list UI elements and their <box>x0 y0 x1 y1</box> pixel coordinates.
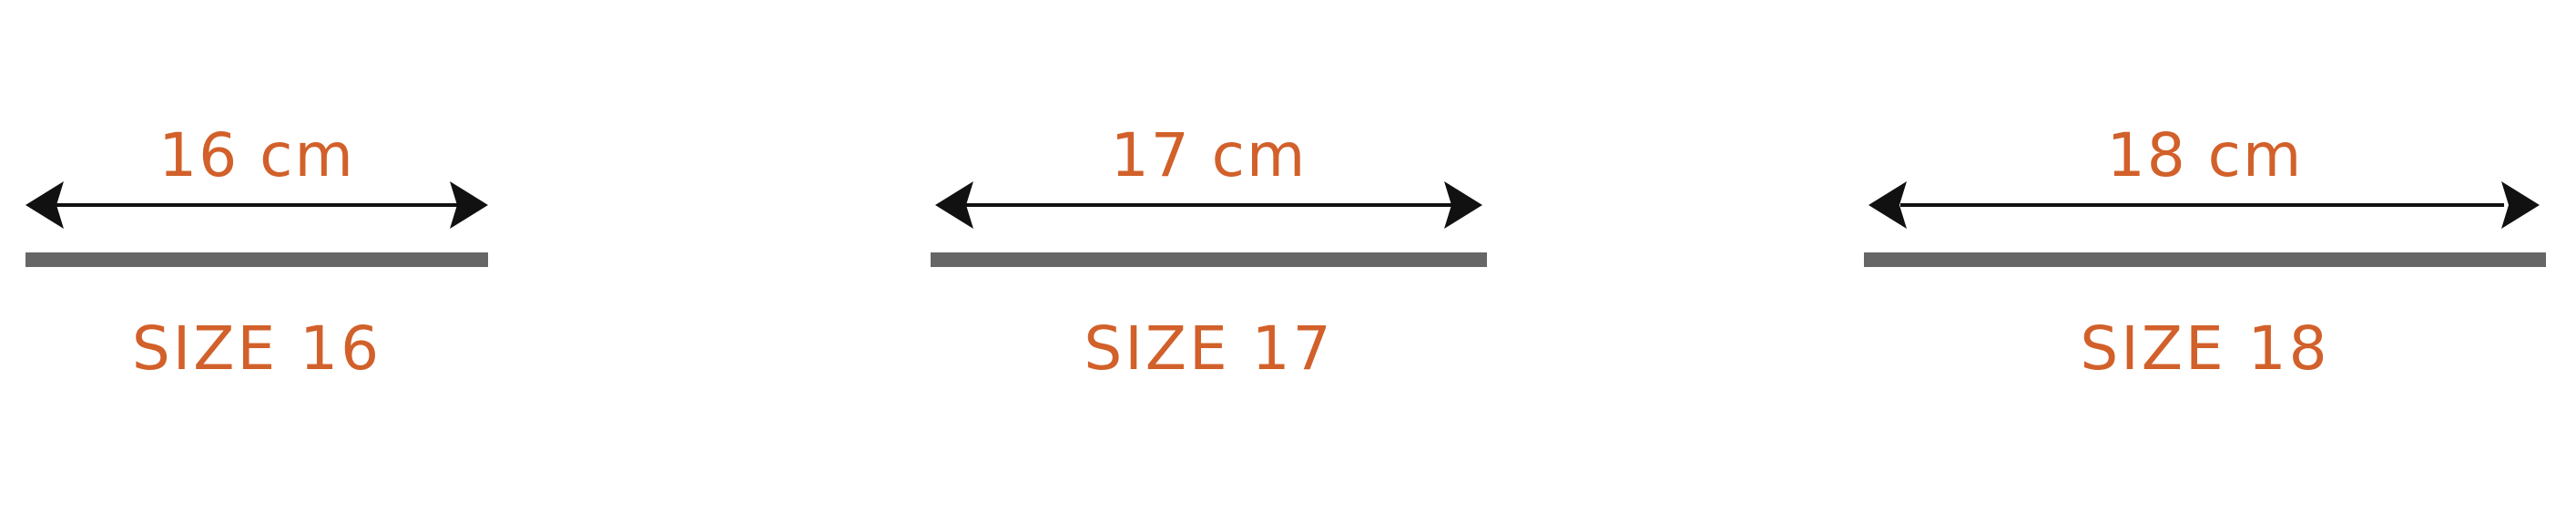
measurement-label: 18 cm <box>2106 120 2304 190</box>
size-17-group: 17 cm SIZE 17 <box>931 0 1487 524</box>
measurement-label: 16 cm <box>158 120 355 190</box>
size-label: SIZE 18 <box>2080 313 2330 384</box>
double-arrow-icon <box>25 181 488 229</box>
size-label: SIZE 16 <box>131 313 382 384</box>
length-bar <box>931 252 1487 267</box>
length-bar <box>25 252 488 267</box>
size-label: SIZE 17 <box>1084 313 1334 384</box>
double-arrow-icon <box>935 181 1482 229</box>
measurement-label: 17 cm <box>1110 120 1308 190</box>
double-arrow-icon <box>1868 181 2540 229</box>
size-16-group: 16 cm SIZE 16 <box>25 0 488 524</box>
length-bar <box>1864 252 2546 267</box>
size-18-group: 18 cm SIZE 18 <box>1864 0 2546 524</box>
